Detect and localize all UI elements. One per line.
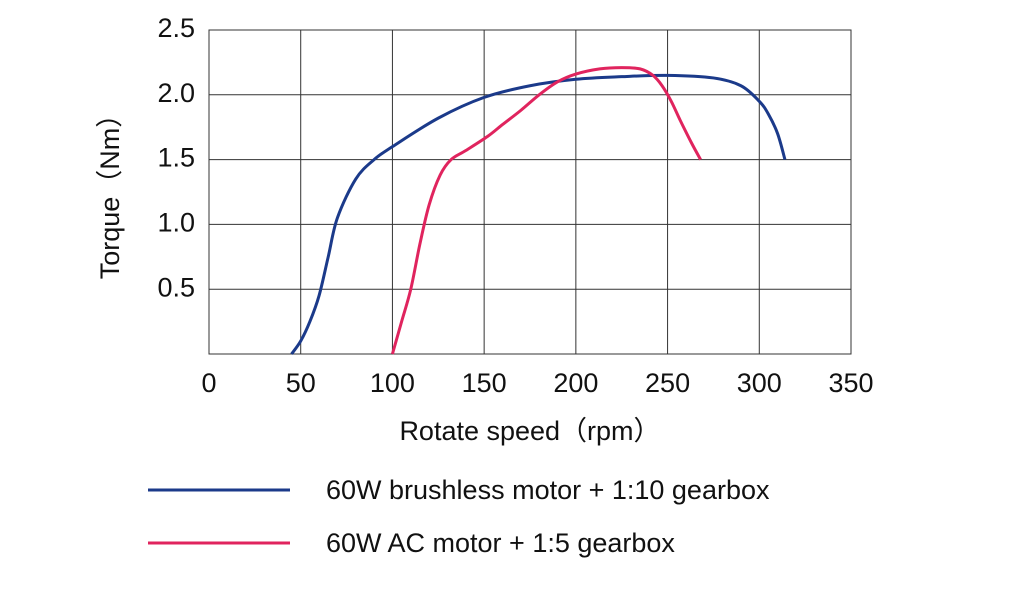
y-tick-label: 2.5 [157, 13, 195, 43]
y-axis-title: Torque（Nm） [95, 101, 125, 280]
y-tick-label: 1.0 [157, 208, 195, 238]
x-axis-title: Rotate speed（rpm） [399, 416, 660, 446]
legend-label: 60W AC motor + 1:5 gearbox [326, 528, 675, 558]
line-series [390, 66, 702, 355]
x-tick-label: 150 [462, 368, 507, 398]
x-tick-label: 200 [553, 368, 598, 398]
legend-label: 60W brushless motor + 1:10 gearbox [326, 475, 770, 505]
x-tick-label: 350 [828, 368, 873, 398]
x-tick-label: 100 [370, 368, 415, 398]
plot-frame [208, 29, 852, 355]
y-tick-label: 2.0 [157, 78, 195, 108]
x-tick-label: 250 [645, 368, 690, 398]
y-tick-label: 0.5 [157, 272, 195, 302]
line-series [290, 73, 787, 355]
x-tick-label: 50 [286, 368, 316, 398]
x-tick-label: 0 [201, 368, 216, 398]
x-tick-label: 300 [737, 368, 782, 398]
y-tick-label: 1.5 [157, 143, 195, 173]
